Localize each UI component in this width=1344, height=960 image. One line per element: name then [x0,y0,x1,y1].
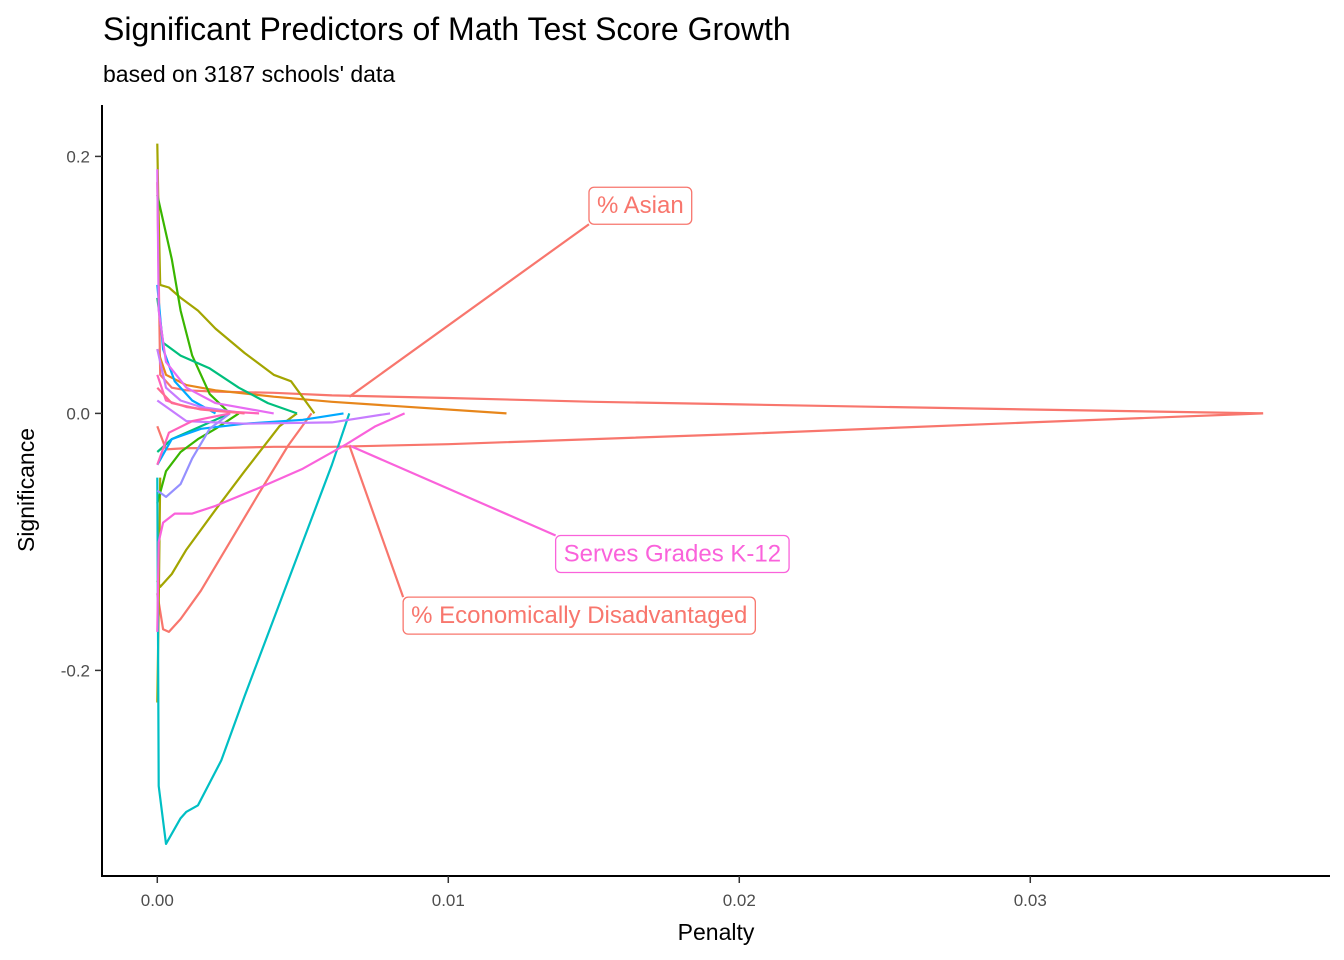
chart-title: Significant Predictors of Math Test Scor… [103,11,791,47]
y-tick-label: -0.2 [61,661,90,680]
annotation-0: % Asian [348,186,693,398]
series-line-4 [156,143,316,415]
annotation-1: Serves Grades K-12 [348,444,790,574]
series-line-14 [156,412,231,498]
x-tick-label: 0.02 [723,891,756,910]
series-line-11 [156,413,351,845]
annotation-box [588,186,693,225]
annotation-leader [348,445,405,598]
annotation-box [554,534,790,574]
series-line-1 [156,412,1264,451]
series-line-16 [156,348,245,415]
series-line-15 [156,399,391,425]
series-line-0 [156,182,1264,415]
series-line-12 [156,412,344,466]
annotation-label: % Economically Disadvantaged [411,602,747,629]
y-ticks: -0.2 0.0 0.2 [61,147,102,680]
series-layer [156,143,1264,845]
y-tick-label: 0.2 [66,147,90,166]
annotation-leader [348,223,590,398]
series-line-3 [156,348,507,415]
series-line-17 [156,169,274,415]
x-tick-label: 0.01 [432,891,465,910]
series-line-5 [156,412,298,588]
x-tick-label: 0.03 [1014,891,1047,910]
annotation-2: % Economically Disadvantaged [348,445,756,635]
x-tick-label: 0.00 [141,891,174,910]
y-tick-label: 0.0 [66,404,90,423]
series-line-2 [156,412,313,633]
series-line-18 [156,412,406,632]
annotation-label: Serves Grades K-12 [564,540,781,567]
annotation-layer: % Asian Serves Grades K-12 % Economically … [348,186,790,635]
series-line-20 [156,412,231,466]
annotation-box [402,596,756,635]
series-line-7 [156,194,231,415]
y-axis-title: Significance [13,428,39,552]
series-line-13 [156,284,217,415]
x-axis-title: Penalty [678,919,755,945]
annotation-leader [348,444,557,537]
series-line-21 [156,386,245,415]
chart-subtitle: based on 3187 schools' data [103,61,395,87]
annotation-label: % Asian [597,192,684,219]
x-ticks: 0.00 0.01 0.02 0.03 [141,876,1047,910]
